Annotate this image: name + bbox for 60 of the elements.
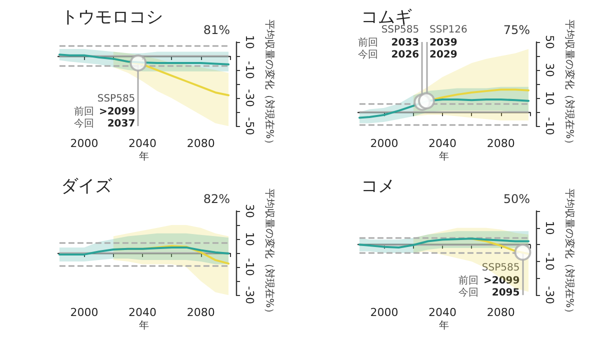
annotation: 2033 <box>391 38 420 48</box>
text: 75% <box>503 23 530 37</box>
x-axis-title: 年 <box>439 150 449 163</box>
annotation: >2099 <box>483 276 520 286</box>
x-axis-title: 年 <box>139 320 149 332</box>
ref-line-label: SSP585 <box>482 262 520 274</box>
y-tick-label: 10 <box>243 35 256 49</box>
x-tick-label: 2080 <box>486 306 515 320</box>
x-tick-label: 2080 <box>186 137 215 150</box>
annotation: 今回 <box>458 286 479 298</box>
annotation: 2026 <box>391 50 420 60</box>
ref-line-label: SSP126 <box>430 24 468 36</box>
y-tick-label: 50 <box>543 35 556 49</box>
annotation: 2039 <box>430 38 458 48</box>
x-tick-label: 2080 <box>486 137 515 150</box>
x-tick-label: 2040 <box>428 137 457 150</box>
y-tick-label: -10 <box>543 252 556 270</box>
annotation: 前回 <box>74 106 94 118</box>
y-tick-label: -10 <box>543 117 556 136</box>
chart-title: ダイズ <box>61 176 113 196</box>
y-tick-label: -50 <box>243 117 256 136</box>
y-tick-label: 10 <box>543 91 556 106</box>
y-axis-title: 平均収量の変化（対現在%） <box>263 188 276 318</box>
x-tick-label: 2000 <box>370 137 398 150</box>
x-tick-label: 2040 <box>128 137 157 150</box>
y-tick-label: -30 <box>543 286 556 304</box>
y-tick-label: 30 <box>243 204 256 218</box>
x-tick-label: 2000 <box>70 137 98 150</box>
chart-title: トウモロコシ <box>61 8 163 28</box>
annotation: 2029 <box>430 50 458 60</box>
y-tick-label: 10 <box>243 232 256 246</box>
x-axis-title: 年 <box>439 320 449 332</box>
y-tick-label: -30 <box>243 89 256 108</box>
x-axis-title: 年 <box>139 150 149 163</box>
y-axis-title: 平均収量の変化（対現在%） <box>563 188 576 318</box>
text: 82% <box>203 192 230 206</box>
annotation: 今回 <box>358 48 378 60</box>
x-tick-label: 2040 <box>128 306 157 320</box>
y-axis-title: 平均収量の変化（対現在%） <box>563 19 576 149</box>
annotation: 今回 <box>74 118 94 130</box>
x-tick-label: 2000 <box>70 306 98 320</box>
annotation: 前回 <box>458 274 479 286</box>
y-tick-label: -10 <box>243 258 256 276</box>
annotation: >2099 <box>98 106 136 118</box>
text: 81% <box>203 23 230 37</box>
x-tick-label: 2000 <box>370 306 398 320</box>
y-tick-label: 30 <box>543 63 556 78</box>
ref-line-label: SSP585 <box>381 24 420 36</box>
annotation: 前回 <box>358 36 378 48</box>
y-tick-label: 10 <box>543 220 556 235</box>
chart-title: コメ <box>361 176 395 196</box>
y-axis-title: 平均収量の変化（対現在%） <box>263 19 276 149</box>
text: 50% <box>503 192 530 206</box>
annotation: 2095 <box>492 288 520 298</box>
annotation: 2037 <box>107 118 136 130</box>
x-tick-label: 2040 <box>428 306 457 320</box>
y-tick-label: -10 <box>243 61 256 80</box>
x-tick-label: 2080 <box>186 306 215 320</box>
ref-line-label: SSP585 <box>97 94 136 104</box>
y-tick-label: -30 <box>243 286 256 304</box>
